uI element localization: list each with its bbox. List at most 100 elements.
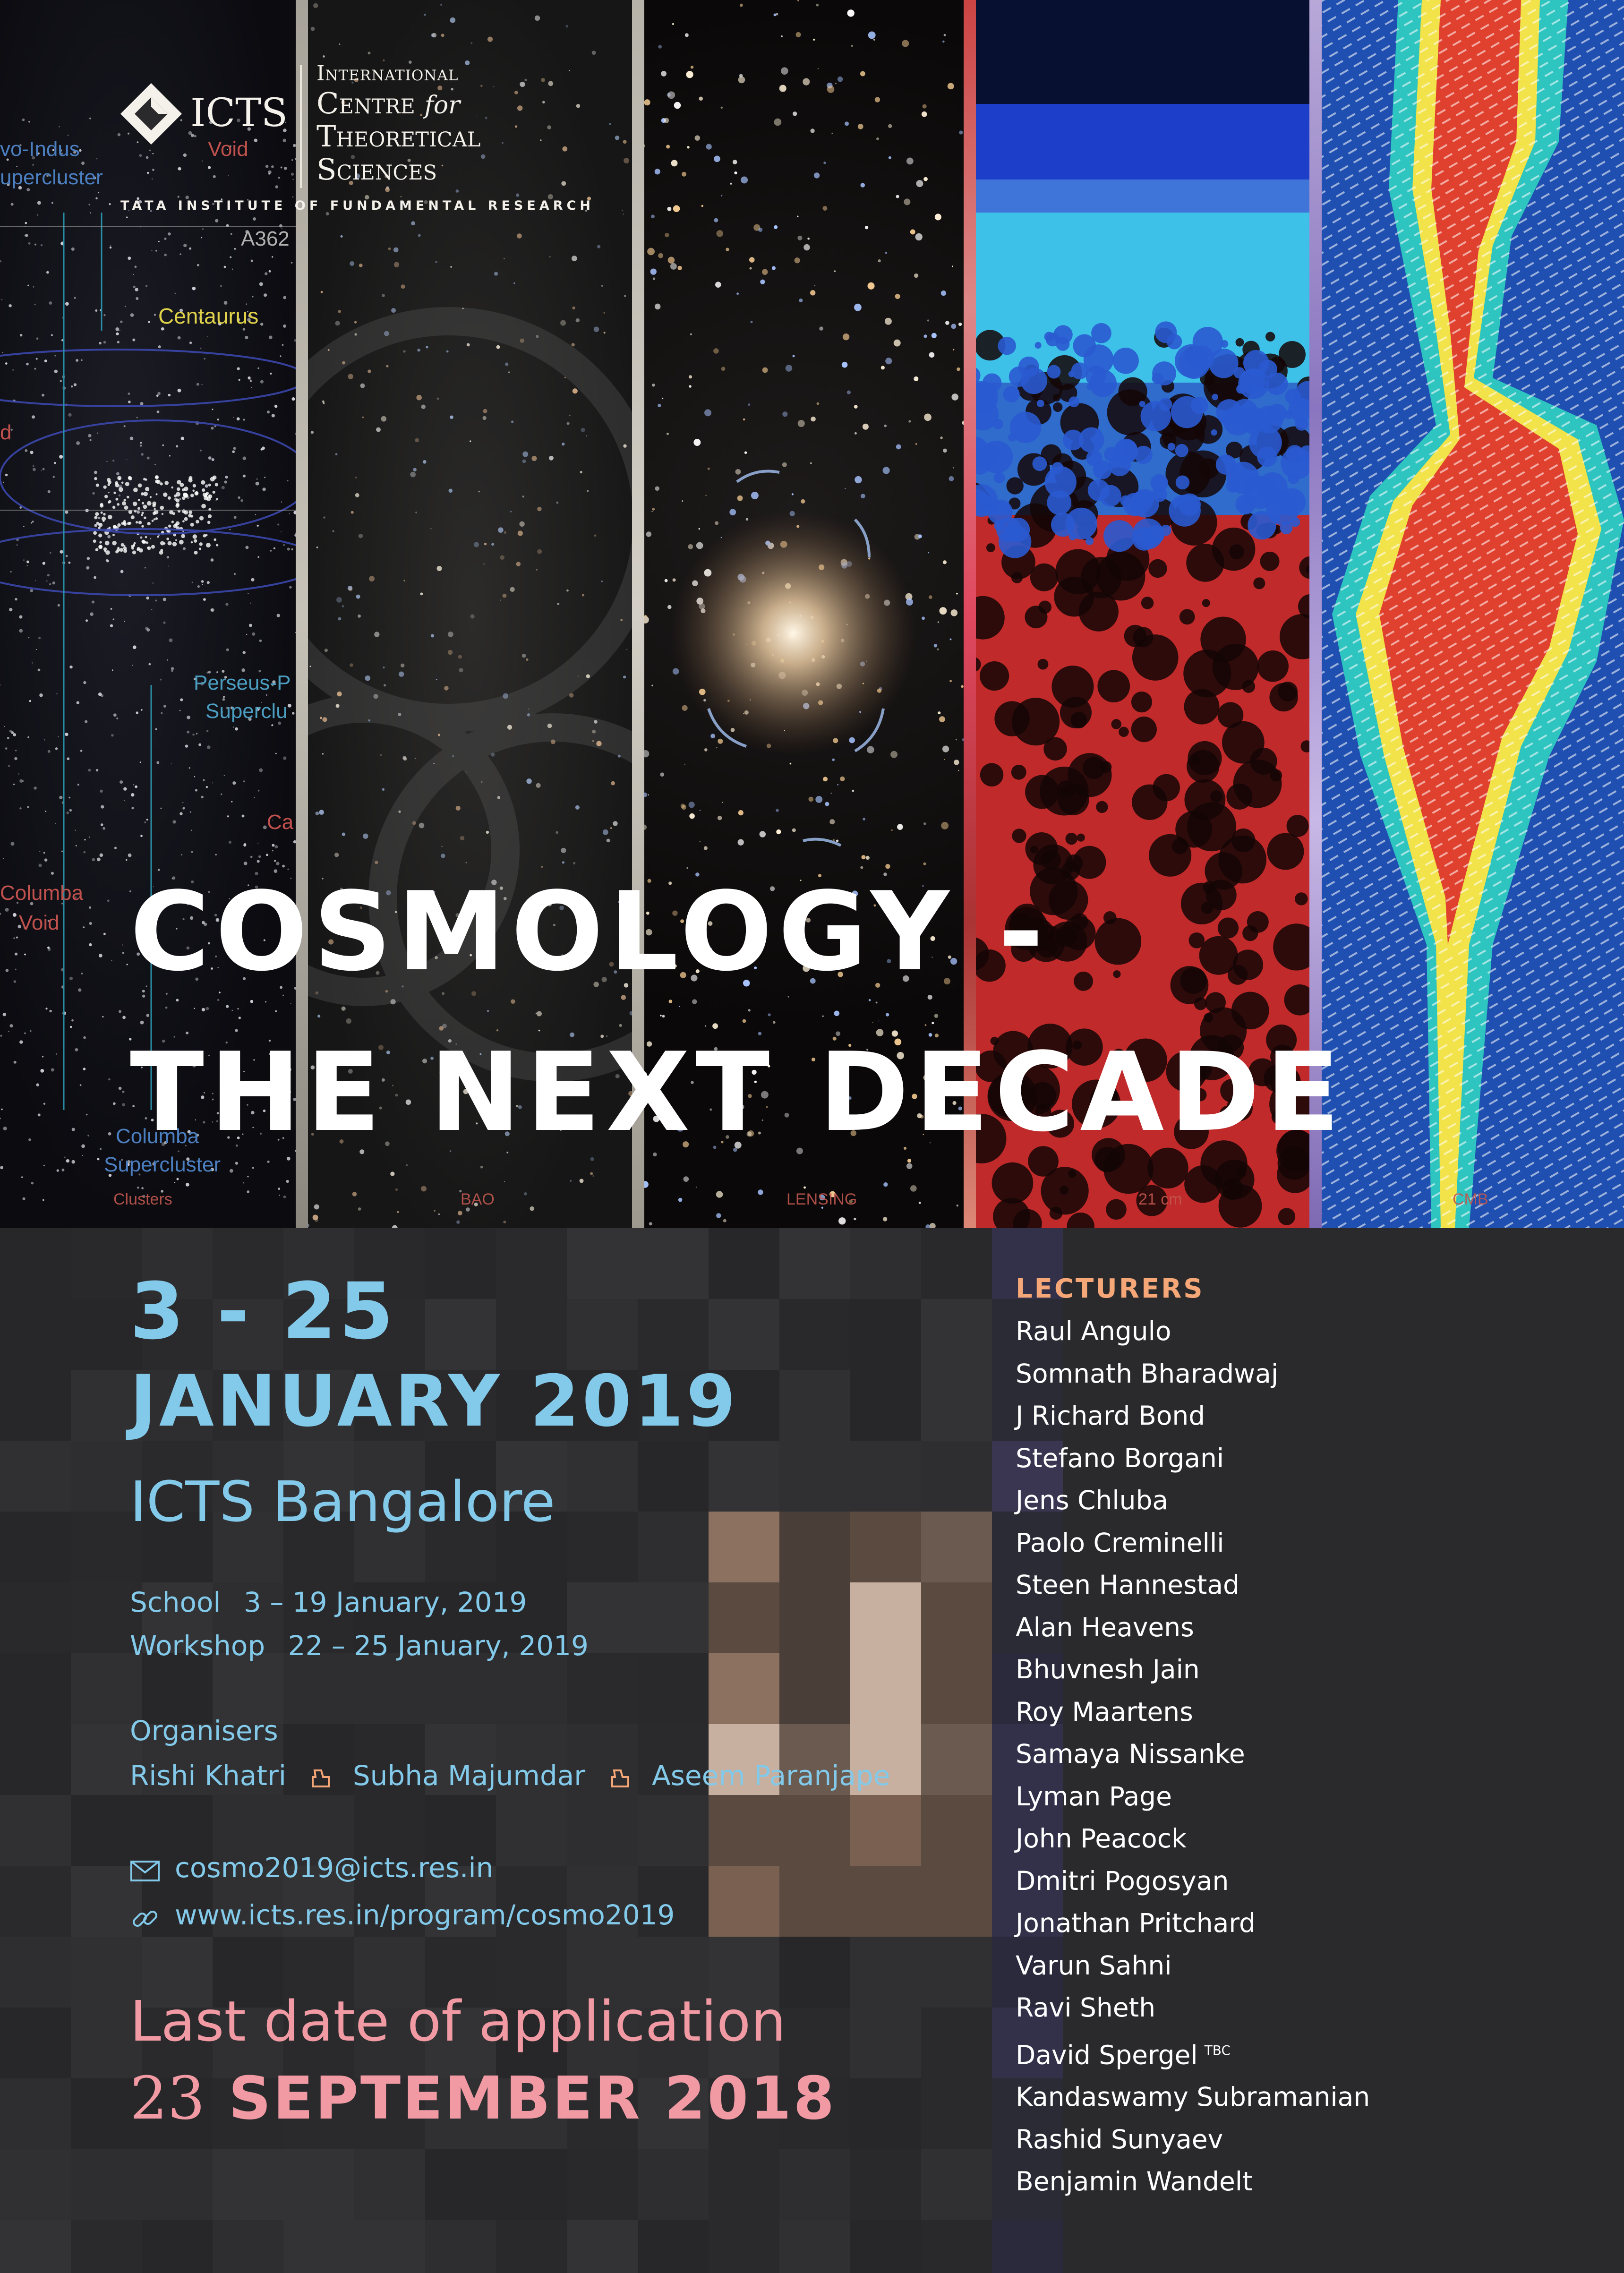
background-pixel	[850, 1866, 921, 1937]
background-pixel	[638, 1866, 709, 1937]
schedule-school-label: School	[130, 1586, 221, 1618]
lecturer-name: Benjamin Wandelt	[1016, 2166, 1253, 2197]
background-pixel	[425, 1370, 496, 1441]
background-pixel	[567, 1299, 638, 1370]
background-pixel	[213, 1441, 283, 1512]
background-pixel	[921, 1370, 992, 1441]
background-pixel	[71, 2149, 142, 2220]
background-pixel	[425, 1866, 496, 1937]
organiser-name: Aseem Paranjape	[652, 1760, 890, 1792]
background-pixel	[921, 1937, 992, 2008]
logo-line-3: Theoretical	[316, 119, 481, 154]
background-pixel	[638, 1937, 709, 2008]
background-pixel	[283, 1582, 354, 1653]
background-pixel	[425, 1512, 496, 1582]
background-pixel	[567, 1370, 638, 1441]
background-pixel	[850, 1653, 921, 1724]
bao-graphic	[307, 3, 638, 1228]
background-pixel	[921, 2149, 992, 2220]
background-pixel	[71, 1724, 142, 1795]
background-pixel	[496, 2149, 567, 2220]
lecturer-name: Samaya Nissanke	[1016, 1739, 1245, 1769]
background-pixel	[921, 2220, 992, 2273]
background-pixel	[567, 1937, 638, 2008]
background-pixel	[354, 1724, 425, 1795]
background-pixel	[71, 1866, 142, 1937]
background-pixel	[496, 1441, 567, 1512]
background-pixel	[567, 1653, 638, 1724]
background-pixel	[709, 1441, 779, 1512]
background-pixel	[71, 1937, 142, 2008]
event-date-range: 3 - 25	[130, 1266, 396, 1357]
background-pixel	[0, 2220, 71, 2273]
background-pixel	[213, 1937, 283, 2008]
background-pixel	[638, 2078, 709, 2149]
background-pixel	[567, 2220, 638, 2273]
organiser-separator-icon	[611, 1769, 629, 1787]
background-pixel	[425, 2149, 496, 2220]
logo-tagline: TATA INSTITUTE OF FUNDAMENTAL RESEARCH	[120, 198, 594, 213]
background-pixel	[354, 1228, 425, 1299]
background-pixel	[354, 1441, 425, 1512]
background-pixel	[213, 2008, 283, 2078]
map-label-perseus-2: Superclu	[205, 700, 288, 723]
background-pixel	[0, 1582, 71, 1653]
background-pixel	[425, 1441, 496, 1512]
background-pixel	[496, 1370, 567, 1441]
organiser-separator-icon	[312, 1769, 330, 1787]
lecturer-name: Somnath Bharadwaj	[1016, 1358, 1279, 1389]
lecturer-name: Roy Maartens	[1016, 1696, 1193, 1727]
background-pixel	[850, 2078, 921, 2149]
21cm-graphic	[968, 0, 1313, 1228]
background-pixel	[709, 1866, 779, 1937]
background-pixel	[0, 1512, 71, 1582]
background-pixel	[283, 2008, 354, 2078]
lecturer-name-text: David Spergel	[1016, 2039, 1198, 2070]
logo-line-4: Sciences	[316, 152, 437, 187]
background-pixel	[496, 1582, 567, 1653]
background-pixel	[283, 1795, 354, 1866]
panel-divider	[632, 0, 644, 1228]
background-pixel	[992, 2008, 1063, 2078]
background-pixel	[709, 1299, 779, 1370]
lecturer-name: Alan Heavens	[1016, 1612, 1194, 1642]
background-pixel	[425, 1582, 496, 1653]
email-icon	[130, 1861, 160, 1881]
background-pixel	[992, 1582, 1063, 1653]
background-pixel	[425, 1724, 496, 1795]
background-pixel	[354, 1653, 425, 1724]
21cm-panel: 21 cm	[968, 0, 1313, 1228]
background-pixel	[638, 1724, 709, 1795]
panel-divider	[964, 0, 976, 1228]
background-pixel	[709, 2008, 779, 2078]
map-label-pavo-indus-2: upercluster	[0, 166, 103, 189]
background-pixel	[283, 1724, 354, 1795]
background-pixel	[213, 1370, 283, 1441]
lecturer-name: Jens Chluba	[1016, 1485, 1169, 1515]
panel-divider	[1309, 0, 1322, 1228]
background-pixel	[850, 2220, 921, 2273]
background-pixel	[850, 1512, 921, 1582]
lecturer-name: Rashid Sunyaev	[1016, 2124, 1223, 2154]
contact-url[interactable]: www.icts.res.in/program/cosmo2019	[175, 1899, 675, 1931]
deadline-month-year: SEPTEMBER 2018	[228, 2064, 837, 2133]
background-pixel	[496, 2078, 567, 2149]
background-pixel	[142, 1582, 213, 1653]
lecturer-name: Stefano Borgani	[1016, 1443, 1224, 1473]
background-pixel	[850, 1441, 921, 1512]
background-pixel	[0, 1937, 71, 2008]
clusters-map-graphic: vo-Indus upercluster Void A362 Centaurus…	[0, 116, 307, 1201]
background-pixel	[213, 1866, 283, 1937]
logo-separator	[300, 65, 302, 188]
background-pixel	[567, 1512, 638, 1582]
background-pixel	[213, 1512, 283, 1582]
background-pixel	[71, 2078, 142, 2149]
link-icon	[133, 1911, 157, 1927]
background-pixel	[921, 1653, 992, 1724]
background-pixel	[850, 1370, 921, 1441]
background-pixel	[992, 2078, 1063, 2149]
background-pixel	[567, 1866, 638, 1937]
background-pixel	[283, 1370, 354, 1441]
contact-email[interactable]: cosmo2019@icts.res.in	[175, 1852, 494, 1884]
background-pixel	[850, 2008, 921, 2078]
